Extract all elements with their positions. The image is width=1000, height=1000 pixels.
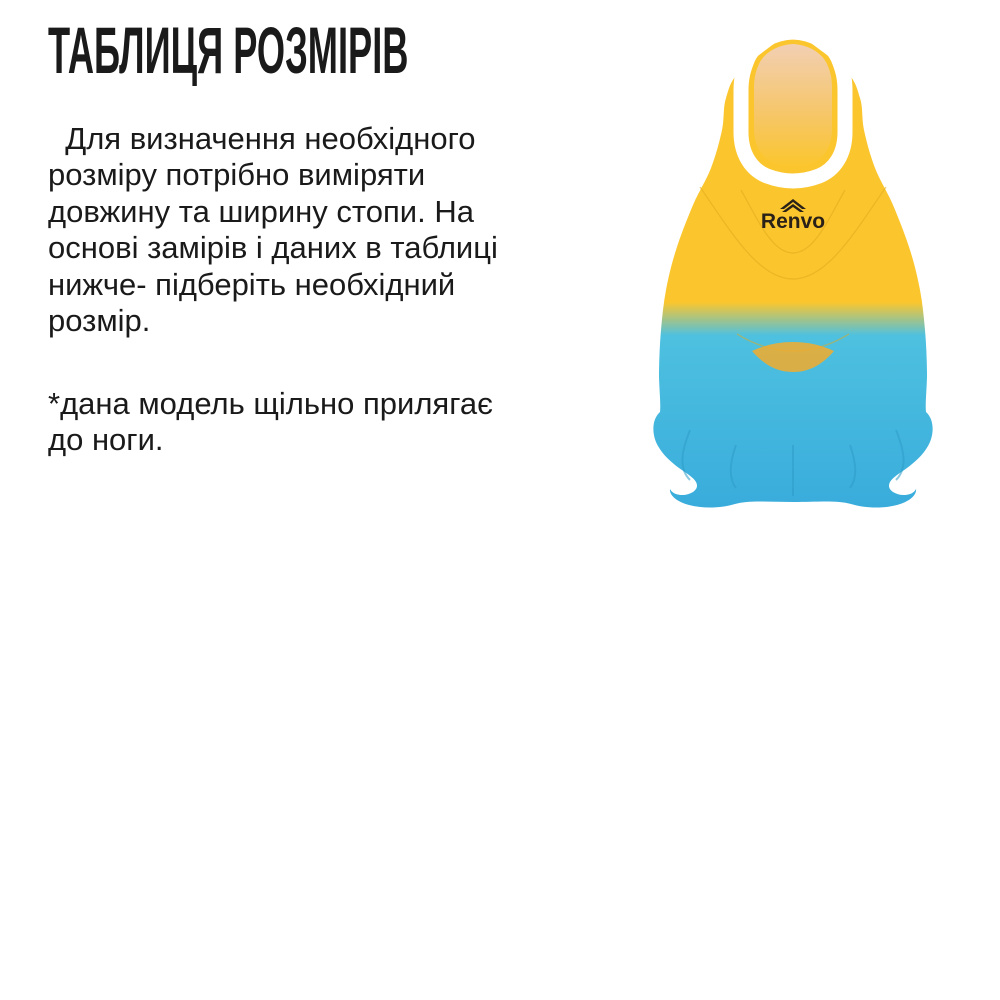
svg-text:Renvo: Renvo xyxy=(761,210,825,233)
